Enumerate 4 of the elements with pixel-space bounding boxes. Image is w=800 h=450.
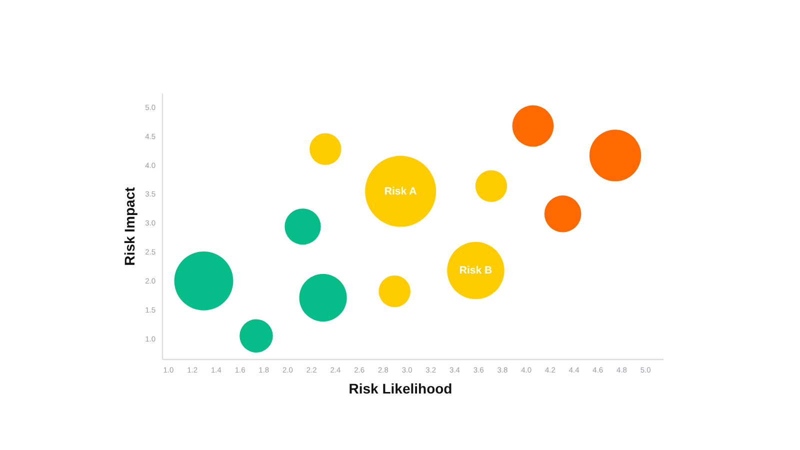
annotation: Risk A bbox=[384, 185, 418, 198]
annotation: Risk B bbox=[459, 264, 492, 277]
y-axis-title: Risk Impact bbox=[122, 186, 138, 266]
x-axis-title: Risk Likelihood bbox=[348, 380, 452, 396]
